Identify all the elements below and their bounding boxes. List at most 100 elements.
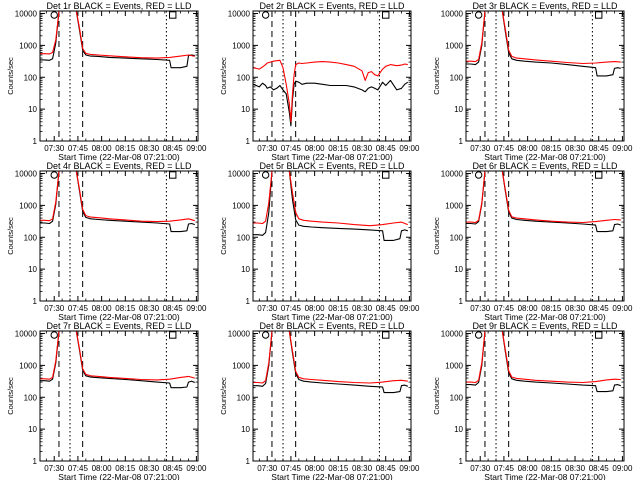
- y-tick-label: 1: [33, 297, 38, 306]
- y-tick-label: 100: [24, 233, 38, 242]
- y-tick-label: 100: [450, 393, 464, 402]
- panel-1: Det 1r BLACK = Events, RED = LLD 1 10 100 10…: [6, 1, 207, 162]
- y-tick-label: 10000: [228, 170, 251, 179]
- x-axis-label: Start Time (22-Mar-08 07:21:00): [58, 312, 180, 322]
- panel-7: Det 7r BLACK = Events, RED = LLD 1 10 100 10…: [6, 321, 207, 480]
- x-tick-label: 08:00: [305, 464, 326, 473]
- x-tick-label: 08:15: [328, 144, 349, 153]
- x-axis-label: Start Time (22-Mar-08 07:21:00): [58, 472, 180, 480]
- y-tick-label: 1000: [445, 201, 463, 210]
- x-tick-label: 08:45: [163, 464, 184, 473]
- y-tick-label: 10: [454, 425, 463, 434]
- lld-series-line: [40, 171, 195, 223]
- x-tick-label: 07:30: [44, 464, 65, 473]
- panel-title: Det 1r BLACK = Events, RED = LLD: [46, 1, 192, 11]
- x-axis-label: Start Time (22-Mar-08 07:21:00): [271, 472, 393, 480]
- x-tick-label: 09:00: [399, 304, 420, 313]
- series-group: [40, 171, 195, 233]
- y-tick-label: 100: [450, 233, 464, 242]
- y-axis-label: Counts/sec: [219, 217, 228, 255]
- y-tick-label: 1: [246, 137, 251, 146]
- panel-title: Det 6r BLACK = Events, RED = LLD: [472, 161, 618, 171]
- x-tick-label: 07:45: [494, 144, 515, 153]
- y-tick-label: 100: [450, 73, 464, 82]
- x-tick-label: 08:15: [328, 464, 349, 473]
- y-axis-label: Counts/sec: [6, 217, 15, 255]
- y-tick-label: 1000: [19, 201, 37, 210]
- y-tick-label: 10000: [441, 170, 464, 179]
- lld-series-line: [466, 11, 621, 65]
- y-tick-label: 1: [459, 137, 464, 146]
- plot-frame: [39, 330, 199, 462]
- x-tick-label: 07:45: [281, 144, 302, 153]
- x-tick-label: 08:00: [92, 304, 113, 313]
- y-tick-label: 1: [459, 297, 464, 306]
- y-tick-label: 1: [246, 297, 251, 306]
- panel-title: Det 3r BLACK = Events, RED = LLD: [472, 1, 618, 11]
- y-axis-label: Counts/sec: [219, 377, 228, 415]
- panel-title: Det 2r BLACK = Events, RED = LLD: [259, 1, 405, 11]
- y-axis-label: Counts/sec: [432, 217, 441, 255]
- x-tick-label: 08:30: [352, 304, 373, 313]
- events-series-line: [40, 11, 195, 69]
- y-tick-label: 1: [246, 457, 251, 466]
- x-tick-label: 08:30: [139, 144, 160, 153]
- plot-frame: [252, 170, 412, 302]
- x-tick-label: 07:30: [470, 304, 491, 313]
- x-tick-label: 09:00: [186, 304, 207, 313]
- series-group: [253, 59, 409, 127]
- x-tick-label: 08:30: [352, 144, 373, 153]
- panel-title: Det 4r BLACK = Events, RED = LLD: [46, 161, 192, 171]
- y-tick-label: 10000: [15, 330, 38, 339]
- x-tick-label: 07:30: [257, 144, 278, 153]
- x-tick-label: 07:45: [68, 144, 89, 153]
- y-tick-label: 1: [459, 457, 464, 466]
- lld-series-line: [253, 171, 409, 227]
- x-tick-label: 08:45: [589, 304, 610, 313]
- y-axis-label: Counts/sec: [6, 377, 15, 415]
- x-tick-label: 07:30: [257, 304, 278, 313]
- y-axis-label: Counts/sec: [432, 57, 441, 95]
- x-tick-label: 08:30: [139, 304, 160, 313]
- y-tick-label: 100: [24, 393, 38, 402]
- plot-frame: [465, 330, 625, 462]
- x-tick-label: 07:30: [44, 144, 65, 153]
- panel-2: Det 2r BLACK = Events, RED = LLD 1 10 100 10…: [219, 1, 420, 162]
- x-tick-label: 07:30: [470, 464, 491, 473]
- o-marker: [50, 331, 58, 339]
- series-group: [40, 331, 196, 389]
- x-axis-label: Start Time (22-Mar-08 07:21:00): [484, 312, 606, 322]
- events-series-line: [253, 171, 408, 241]
- x-tick-label: 07:30: [470, 144, 491, 153]
- x-tick-label: 08:30: [565, 304, 586, 313]
- x-tick-label: 08:45: [163, 304, 184, 313]
- y-tick-label: 10: [454, 105, 463, 114]
- y-tick-label: 1000: [19, 361, 37, 370]
- y-tick-label: 1: [33, 137, 38, 146]
- x-tick-label: 08:15: [541, 144, 562, 153]
- y-tick-label: 100: [237, 233, 251, 242]
- x-tick-label: 08:15: [115, 144, 136, 153]
- series-group: [466, 331, 621, 393]
- x-tick-label: 07:45: [494, 304, 515, 313]
- s-marker: [382, 11, 390, 19]
- s-marker: [169, 11, 177, 19]
- x-tick-label: 08:15: [328, 304, 349, 313]
- y-tick-label: 10: [241, 265, 250, 274]
- x-tick-label: 08:30: [139, 464, 160, 473]
- x-tick-label: 08:45: [589, 464, 610, 473]
- panel-5: Det 5r BLACK = Events, RED = LLD 1 10 100 10…: [219, 161, 420, 322]
- x-axis-label: Start Time (22-Mar-08 07:21:00): [271, 312, 393, 322]
- y-tick-label: 100: [237, 393, 251, 402]
- y-tick-label: 10: [28, 265, 37, 274]
- panel-4: Det 4r BLACK = Events, RED = LLD 1 10 100 10…: [6, 161, 207, 322]
- x-tick-label: 08:45: [376, 464, 397, 473]
- y-tick-label: 1000: [232, 41, 250, 50]
- s-marker: [595, 171, 603, 179]
- x-tick-label: 08:30: [565, 464, 586, 473]
- panel-6: Det 6r BLACK = Events, RED = LLD 1 10 100 10…: [432, 161, 633, 322]
- x-tick-label: 07:45: [68, 304, 89, 313]
- x-tick-label: 08:15: [541, 464, 562, 473]
- y-tick-label: 1: [33, 457, 38, 466]
- plot-frame: [252, 10, 412, 142]
